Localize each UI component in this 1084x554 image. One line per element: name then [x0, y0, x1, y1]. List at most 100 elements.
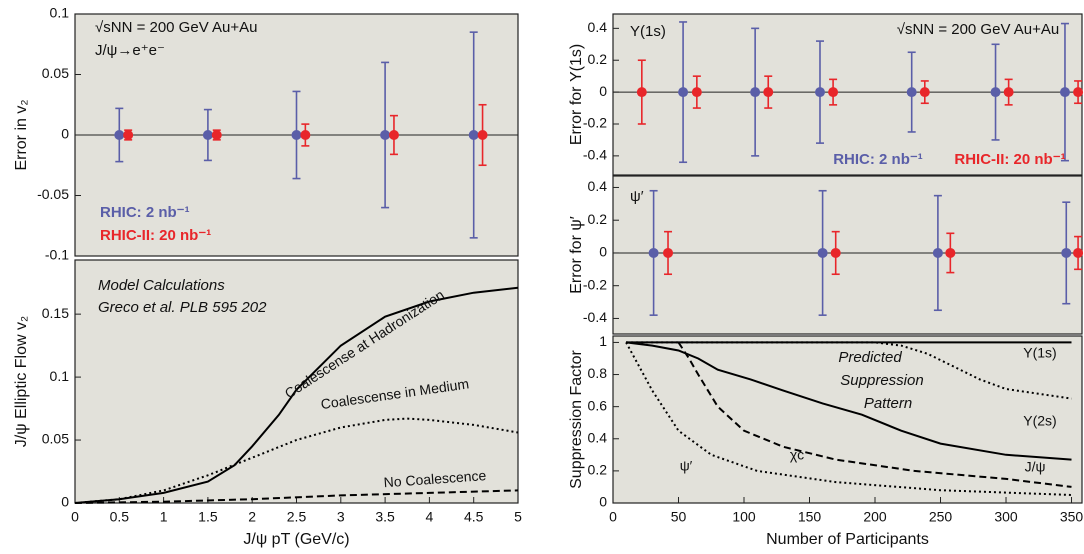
y-tick-label: 0: [599, 83, 607, 99]
legend-label: RHIC: 2 nb⁻¹: [100, 204, 190, 221]
curve: [74, 489, 519, 504]
curve: [625, 341, 1072, 461]
y-tick-label: 0.1: [50, 368, 70, 384]
x-tick-label: 300: [994, 509, 1018, 525]
x-tick-label: 2: [248, 509, 256, 525]
point: [1003, 87, 1014, 98]
legend-label: RHIC-II: 20 nb⁻¹: [954, 151, 1065, 168]
annotation: Υ(1s): [630, 23, 666, 40]
y-tick-label: 0.4: [588, 429, 608, 445]
point: [1073, 87, 1084, 98]
curve-label: Υ(2s): [1023, 413, 1056, 429]
point: [828, 87, 839, 98]
point: [380, 130, 391, 140]
y-tick-label: 0.4: [588, 178, 608, 194]
x-tick-label: 0.5: [110, 509, 130, 525]
point: [300, 130, 311, 140]
point: [906, 87, 917, 98]
annotation: J/ψ→e⁺e⁻: [95, 42, 165, 59]
x-axis-label: Number of Participants: [766, 531, 929, 548]
y-tick-label: 0.6: [588, 397, 608, 413]
y-tick-label: -0.4: [583, 147, 607, 163]
x-tick-label: 250: [929, 509, 953, 525]
y-tick-label: 0: [61, 494, 69, 510]
y-tick-label: -0.2: [583, 276, 607, 292]
y-axis-label: Error for Υ(1s): [568, 44, 585, 145]
y-tick-label: 0.05: [42, 65, 69, 81]
y-tick-label: 0.2: [588, 211, 608, 227]
point: [932, 247, 943, 258]
point: [1061, 247, 1072, 258]
y-tick-label: -0.4: [583, 309, 607, 325]
curve-label: J/ψ: [1025, 459, 1046, 475]
y-tick-label: 0.1: [50, 5, 70, 21]
y-tick-label: 0.15: [42, 305, 69, 321]
point: [817, 247, 828, 258]
y-tick-label: 0.4: [588, 19, 608, 35]
y-axis-label: Suppression Factor: [568, 349, 585, 488]
point: [123, 130, 134, 140]
y-axis-label: J/ψ Elliptic Flow v₂: [13, 316, 30, 447]
point: [1059, 87, 1070, 98]
point: [114, 130, 125, 140]
curve-label: ψ′: [680, 458, 693, 474]
y-tick-label: -0.05: [37, 186, 69, 202]
annotation: ψ′: [630, 188, 644, 205]
point: [202, 130, 213, 140]
x-tick-label: 5: [514, 509, 522, 525]
y-tick-label: -0.1: [45, 247, 69, 263]
point: [990, 87, 1001, 98]
point: [663, 247, 674, 258]
curve: [677, 341, 1072, 488]
curve-label: χc: [790, 447, 804, 463]
x-tick-label: 1: [160, 509, 168, 525]
point: [830, 247, 841, 258]
point: [750, 87, 761, 98]
curve-label: Υ(1s): [1023, 345, 1056, 361]
annotation: √sNN = 200 GeV Au+Au: [95, 19, 258, 36]
x-tick-label: 3.5: [375, 509, 395, 525]
point: [648, 247, 659, 258]
y-tick-label: 0.05: [42, 431, 69, 447]
point: [636, 87, 647, 98]
y-tick-label: 0.2: [588, 462, 608, 478]
annotation: Suppression: [840, 372, 923, 389]
y-tick-label: 0.8: [588, 365, 608, 381]
plot-area: [612, 13, 1083, 176]
point: [691, 87, 702, 98]
x-tick-label: 150: [798, 509, 822, 525]
x-tick-label: 50: [671, 509, 687, 525]
x-axis-label: J/ψ pT (GeV/c): [243, 531, 349, 548]
y-tick-label: 0: [599, 494, 607, 510]
curve: [625, 341, 1072, 496]
point: [919, 87, 930, 98]
y-axis-label: Error for ψ′: [568, 216, 585, 294]
x-tick-label: 3: [337, 509, 345, 525]
point: [945, 247, 956, 258]
x-tick-label: 0: [71, 509, 79, 525]
point: [477, 130, 488, 140]
x-tick-label: 4: [426, 509, 434, 525]
point: [388, 130, 399, 140]
point: [468, 130, 479, 140]
y-tick-label: 0: [61, 126, 69, 142]
x-tick-label: 1.5: [198, 509, 218, 525]
point: [1073, 247, 1084, 258]
annotation: √sNN = 200 GeV Au+Au: [897, 21, 1060, 38]
point: [763, 87, 774, 98]
annotation: Pattern: [864, 395, 912, 412]
y-tick-label: 1: [599, 333, 607, 349]
plot-area: [74, 259, 519, 504]
x-tick-label: 4.5: [464, 509, 484, 525]
legend-label: RHIC-II: 20 nb⁻¹: [100, 227, 211, 244]
y-tick-label: 0.2: [588, 51, 608, 67]
x-tick-label: 350: [1060, 509, 1084, 525]
y-tick-label: -0.2: [583, 115, 607, 131]
point: [291, 130, 302, 140]
annotation: Predicted: [838, 349, 902, 366]
x-tick-label: 200: [863, 509, 887, 525]
point: [211, 130, 222, 140]
plot-area: [612, 175, 1083, 335]
